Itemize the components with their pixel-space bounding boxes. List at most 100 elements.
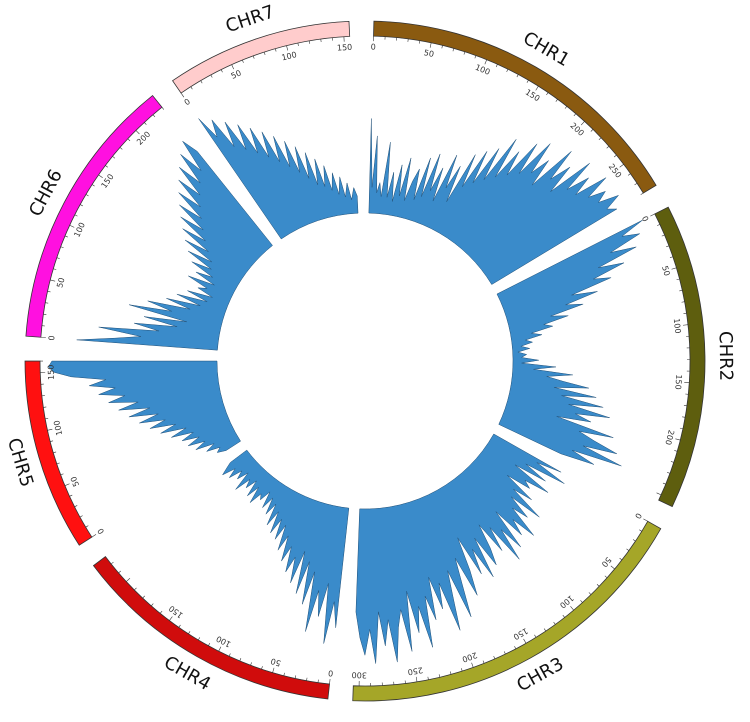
- tick-chr2-250: [656, 492, 662, 496]
- tick-chr3-60: [604, 575, 608, 579]
- tick-chr6-190: [127, 138, 131, 142]
- tick-chr4-120: [198, 637, 201, 641]
- tick-chr4-110: [208, 642, 211, 646]
- tick-chr1-80: [463, 51, 466, 55]
- tick-chr2-0: [650, 213, 655, 217]
- histogram-track: [48, 118, 643, 664]
- tick-chr5-20: [79, 515, 83, 518]
- tick-label-chr6-100: 100: [72, 221, 87, 239]
- ideogram-ring: [24, 20, 706, 702]
- track-area-chr1: [368, 118, 620, 285]
- tick-chr5-0: [91, 534, 97, 538]
- tick-chr3-180: [493, 656, 496, 660]
- tick-chr5-90: [50, 440, 54, 442]
- tick-chr7-0: [180, 92, 185, 98]
- tick-chr5-60: [60, 473, 64, 476]
- tick-chr3-50: [610, 565, 615, 570]
- tick-chr6-40: [47, 290, 51, 293]
- tick-chr1-240: [613, 154, 617, 158]
- tick-label-chr5-150: 150: [46, 364, 56, 380]
- tick-chr6-90: [64, 235, 68, 238]
- track-area-chr7: [198, 118, 359, 240]
- tick-chr6-140: [91, 184, 95, 187]
- tick-label-chr7-150: 150: [337, 43, 353, 53]
- tick-chr1-130: [516, 74, 519, 78]
- tick-chr7-110: [297, 42, 299, 47]
- tick-chr3-150: [523, 638, 527, 644]
- tick-chr3-0: [643, 518, 648, 522]
- tick-chr3-110: [562, 614, 565, 618]
- tick-chr1-150: [535, 85, 539, 91]
- tick-chr4-40: [283, 672, 285, 676]
- tick-label-chr4-100: 100: [215, 634, 233, 649]
- tick-chr1-40: [418, 40, 421, 44]
- tick-chr2-30: [665, 245, 670, 248]
- tick-label-chr1-50: 50: [423, 48, 435, 59]
- tick-label-chr1-250: 250: [607, 162, 623, 180]
- tick-label-chr3-50: 50: [600, 555, 613, 569]
- tick-chr2-80: [681, 301, 685, 303]
- tick-label-chr7-0: 0: [183, 97, 192, 107]
- tick-chr2-60: [676, 278, 680, 281]
- tick-label-chr2-200: 200: [663, 429, 675, 446]
- tick-label-chr2-0: 0: [640, 215, 650, 224]
- tick-label-chr1-0: 0: [371, 43, 376, 52]
- tick-label-chr1-100: 100: [474, 63, 492, 77]
- tick-chr1-210: [590, 129, 594, 132]
- tick-chr6-150: [98, 174, 103, 179]
- tick-chr4-130: [188, 631, 191, 635]
- tick-chr4-100: [218, 646, 222, 652]
- tick-chr1-70: [452, 48, 455, 52]
- tick-chr3-30: [626, 548, 630, 551]
- tick-chr1-120: [506, 68, 509, 72]
- tick-chr7-120: [308, 40, 311, 44]
- tick-chr5-70: [56, 462, 60, 465]
- tick-chr4-150: [169, 616, 173, 621]
- tick-chr2-40: [669, 256, 673, 258]
- tick-chr7-30: [210, 74, 213, 78]
- tick-chr2-210: [674, 450, 678, 452]
- tick-chr3-240: [427, 676, 429, 680]
- tick-chr2-190: [679, 427, 683, 430]
- ideogram-chr6: [25, 94, 163, 338]
- tick-label-chr3-300: 300: [352, 670, 367, 679]
- tick-chr6-220: [152, 114, 156, 118]
- tick-chr6-50: [50, 279, 56, 282]
- tick-chr4-190: [134, 587, 137, 591]
- tick-chr3-210: [461, 668, 463, 672]
- tick-label-chr1-150: 150: [524, 88, 542, 104]
- tick-chr4-20: [306, 677, 308, 681]
- tick-chr1-280: [640, 192, 644, 195]
- tick-chr2-100: [682, 324, 688, 326]
- track-area-chr2: [496, 219, 643, 467]
- tick-chr4-160: [159, 610, 163, 614]
- tick-label-chr2-150: 150: [673, 374, 683, 390]
- tick-chr5-50: [64, 483, 70, 486]
- tick-label-chr1-200: 200: [568, 121, 585, 138]
- tick-chr3-160: [514, 646, 517, 650]
- tick-chr6-100: [69, 224, 75, 228]
- tick-chr7-40: [220, 69, 223, 73]
- tick-chr3-190: [482, 660, 485, 664]
- tick-chr6-80: [60, 246, 64, 249]
- tick-chr4-200: [126, 577, 131, 582]
- tick-chr1-160: [546, 92, 549, 96]
- chromosome-label-chr2: CHR2: [715, 331, 737, 381]
- tick-chr1-60: [441, 45, 443, 49]
- tick-label-chr4-50: 50: [270, 656, 282, 668]
- tick-chr1-250: [619, 163, 624, 168]
- ideogram-chr1: [373, 20, 657, 194]
- tick-chr3-90: [580, 600, 583, 603]
- chromosome-label-chr5: CHR5: [3, 436, 37, 490]
- tick-chr1-190: [573, 113, 577, 117]
- tick-chr4-170: [151, 603, 154, 607]
- tick-chr6-160: [105, 165, 108, 168]
- tick-chr4-60: [261, 666, 263, 670]
- tick-chr3-120: [553, 621, 556, 625]
- tick-chr4-140: [178, 624, 181, 628]
- tick-chr6-170: [112, 156, 116, 159]
- tick-chr5-10: [85, 525, 89, 528]
- tick-chr1-170: [555, 99, 558, 102]
- tick-chr7-100: [286, 45, 289, 51]
- tick-chr2-240: [662, 482, 666, 485]
